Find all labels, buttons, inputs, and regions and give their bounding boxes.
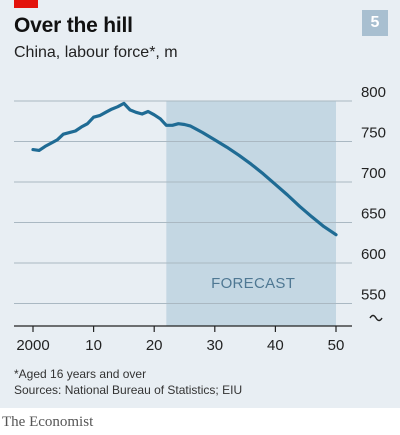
y-tick-label: 550: [361, 287, 386, 304]
labour-force-line: [31, 101, 338, 237]
chart-title: Over the hill: [14, 14, 133, 37]
chart-subtitle: China, labour force*, m: [14, 44, 178, 61]
y-tick-label: 650: [361, 206, 386, 223]
line-chart: 550 600 650 700 750 800 2000 10 20 30 40 50 FORECAST: [14, 84, 386, 354]
x-tick-label: 30: [206, 337, 223, 354]
y-tick-label: 600: [361, 246, 386, 263]
y-tick-label: 750: [361, 125, 386, 142]
red-tag: [14, 0, 38, 8]
forecast-label: FORECAST: [211, 275, 295, 292]
forecast-shade: [166, 101, 336, 326]
chart-number-badge: 5: [362, 10, 388, 36]
x-tick-label: 20: [146, 337, 163, 354]
axis-break-icon: [369, 314, 383, 322]
footnote: *Aged 16 years and over: [14, 367, 147, 381]
x-tick-label: 10: [85, 337, 102, 354]
x-tick-label: 50: [328, 337, 345, 354]
source-note: Sources: National Bureau of Statistics; …: [14, 383, 243, 397]
publisher-brand: The Economist: [2, 414, 94, 430]
y-tick-label: 700: [361, 165, 386, 182]
x-tick-label: 2000: [16, 337, 49, 354]
x-tick-label: 40: [267, 337, 284, 354]
y-tick-label: 800: [361, 84, 386, 101]
